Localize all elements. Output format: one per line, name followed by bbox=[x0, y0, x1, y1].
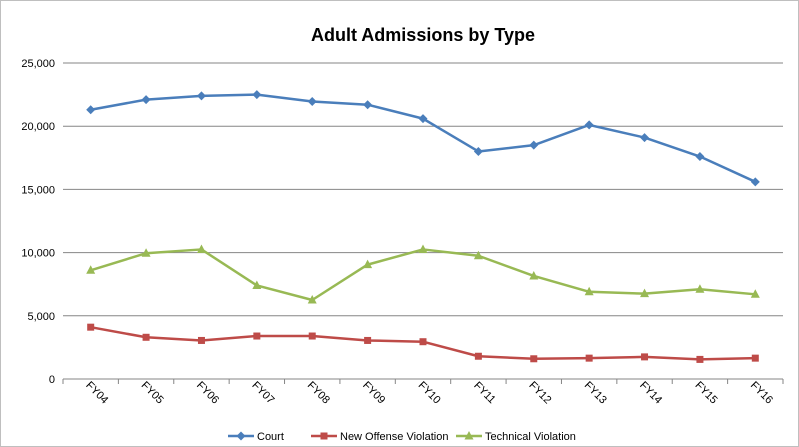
x-tick-label: FY14 bbox=[637, 379, 664, 406]
data-point bbox=[307, 97, 317, 107]
legend-marker bbox=[320, 432, 328, 440]
y-axis-ticks: 0 5,000 10,000 15,000 20,000 25,000 bbox=[21, 58, 55, 386]
data-point bbox=[142, 333, 150, 341]
data-point bbox=[419, 338, 427, 346]
data-point bbox=[363, 100, 373, 110]
data-point bbox=[418, 114, 428, 124]
data-point bbox=[584, 286, 594, 296]
x-tick-label: FY04 bbox=[83, 379, 110, 406]
y-tick-label: 25,000 bbox=[21, 58, 55, 70]
data-point bbox=[364, 336, 372, 344]
data-point bbox=[253, 332, 261, 340]
data-point bbox=[196, 91, 206, 101]
data-point bbox=[529, 270, 539, 280]
chart-title: Adult Admissions by Type bbox=[311, 25, 535, 45]
x-tick-label: FY16 bbox=[748, 379, 775, 406]
data-point bbox=[308, 332, 316, 340]
data-point bbox=[197, 336, 205, 344]
x-tick-label: FY11 bbox=[471, 380, 498, 407]
data-point bbox=[196, 244, 206, 253]
series-technical-violation bbox=[86, 244, 760, 304]
series-line bbox=[90, 248, 756, 302]
data-point bbox=[474, 352, 482, 360]
legend: Court New Offense Violation Technical Viol… bbox=[228, 431, 576, 443]
series-layer bbox=[86, 90, 760, 363]
data-point bbox=[529, 140, 539, 150]
legend-marker bbox=[236, 431, 246, 441]
data-point bbox=[473, 146, 483, 156]
data-point bbox=[640, 288, 650, 298]
data-point bbox=[418, 244, 428, 253]
x-tick-label: FY06 bbox=[194, 379, 221, 406]
x-tick-label: FY13 bbox=[582, 379, 609, 406]
y-tick-label: 10,000 bbox=[21, 248, 55, 260]
x-tick-label: FY07 bbox=[249, 379, 276, 406]
x-tick-label: FY10 bbox=[416, 379, 443, 406]
x-tick-label: FY05 bbox=[139, 379, 166, 406]
data-point bbox=[530, 355, 538, 363]
x-axis-ticks: FY04 FY05 FY06 FY07 FY08 FY09 FY10 FY11 FY12 FY13… bbox=[62, 379, 784, 407]
data-point bbox=[141, 248, 151, 257]
data-point bbox=[750, 177, 760, 187]
y-tick-label: 5,000 bbox=[27, 311, 55, 323]
data-point bbox=[363, 259, 373, 269]
y-tick-label: 15,000 bbox=[21, 184, 55, 196]
data-point bbox=[585, 354, 593, 362]
x-tick-label: FY12 bbox=[526, 379, 553, 406]
data-point bbox=[141, 95, 151, 105]
data-point bbox=[641, 353, 649, 361]
data-point bbox=[584, 120, 594, 130]
legend-item: Court bbox=[228, 431, 284, 443]
data-point bbox=[252, 90, 262, 100]
legend-item: Technical Violation bbox=[456, 431, 576, 443]
legend-marker bbox=[464, 431, 474, 440]
data-point bbox=[695, 284, 705, 293]
legend-item: New Offense Violation bbox=[311, 431, 448, 443]
gridlines bbox=[63, 62, 783, 317]
data-point bbox=[695, 152, 705, 162]
series-new-offense-violation bbox=[87, 323, 759, 363]
y-tick-label: 0 bbox=[49, 374, 55, 386]
y-tick-label: 20,000 bbox=[21, 121, 55, 133]
series-court bbox=[86, 90, 760, 187]
legend-label: Court bbox=[257, 431, 284, 443]
series-line bbox=[90, 93, 756, 183]
data-point bbox=[307, 295, 317, 304]
data-point bbox=[473, 250, 483, 260]
x-tick-label: FY08 bbox=[305, 379, 332, 406]
data-point bbox=[252, 280, 262, 289]
data-point bbox=[751, 354, 759, 362]
data-point bbox=[86, 265, 96, 274]
x-tick-label: FY09 bbox=[360, 379, 387, 406]
legend-label: New Offense Violation bbox=[340, 431, 448, 443]
data-point bbox=[640, 133, 650, 143]
data-point bbox=[696, 355, 704, 363]
data-point bbox=[750, 289, 760, 298]
legend-label: Technical Violation bbox=[485, 431, 576, 443]
data-point bbox=[87, 323, 95, 331]
data-point bbox=[86, 105, 96, 115]
x-tick-label: FY15 bbox=[693, 379, 720, 406]
